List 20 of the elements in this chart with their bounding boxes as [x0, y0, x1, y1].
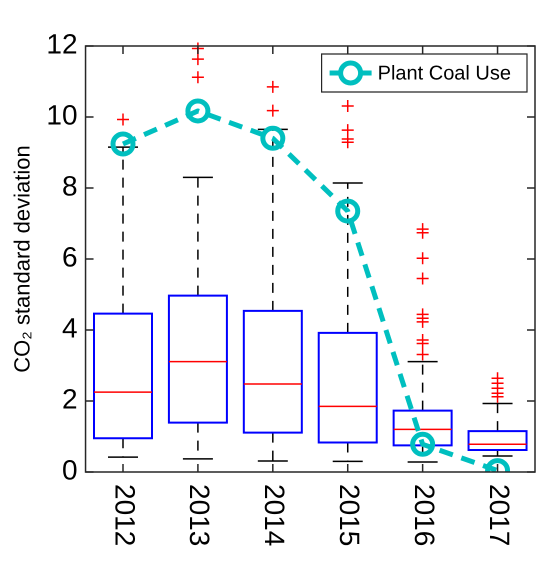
x-tick-label: 2016 — [408, 484, 440, 546]
y-tick-label: 4 — [62, 312, 78, 344]
y-tick-label: 0 — [62, 454, 78, 486]
x-tick-label: 2015 — [334, 484, 366, 546]
y-tick-label: 8 — [62, 170, 78, 202]
point — [110, 131, 136, 156]
x-tick-label: 2012 — [109, 484, 140, 546]
point — [260, 126, 286, 151]
point — [335, 198, 360, 224]
x-tick-label: 2017 — [484, 484, 515, 546]
legend-label: Plant Coal Use — [378, 62, 512, 85]
point — [185, 98, 210, 124]
point — [410, 432, 436, 457]
y-tick-label: 2 — [62, 384, 78, 415]
y-tick-label: 12 — [46, 28, 78, 60]
y-tick-label: 10 — [46, 100, 78, 131]
x-tick-label: 2014 — [259, 484, 290, 546]
y-axis-title: CO₂ standard deviation — [9, 145, 34, 373]
x-tick-label: 2013 — [184, 484, 216, 546]
y-tick-label: 6 — [62, 242, 78, 273]
